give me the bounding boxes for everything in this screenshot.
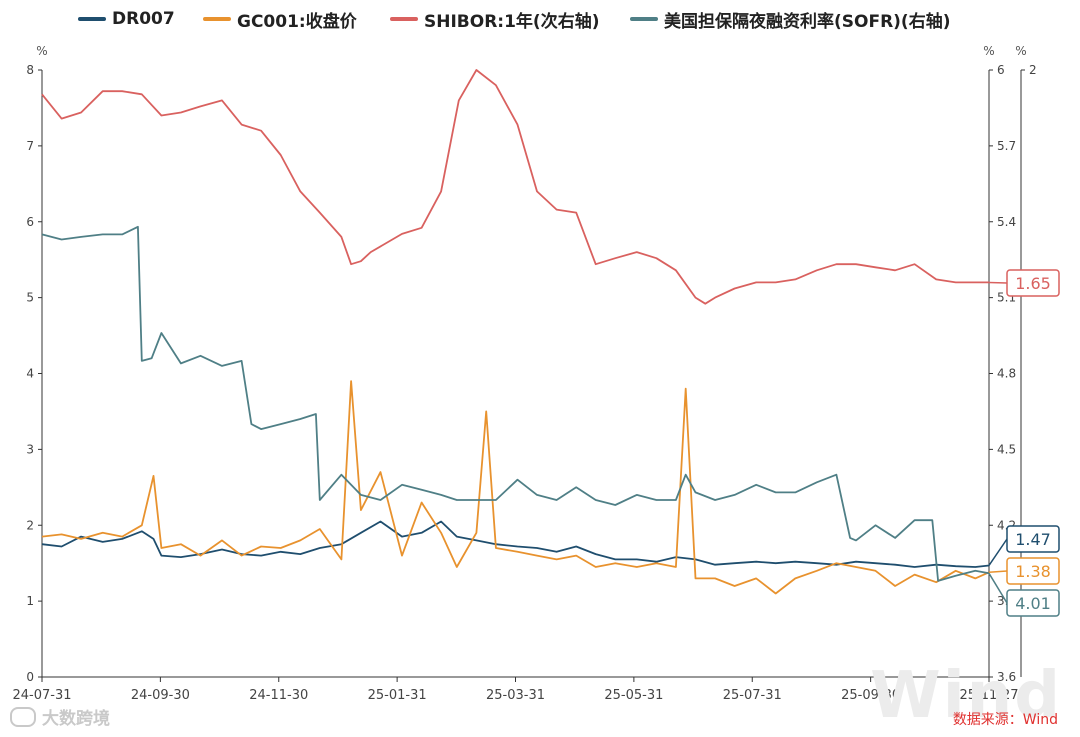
- x-tick-label: 25-01-31: [368, 688, 427, 703]
- x-tick-label: 24-09-30: [131, 688, 190, 703]
- series-line-3: [41, 225, 990, 582]
- legend-item: DR007: [78, 6, 175, 32]
- second-right-tick-label: 2: [1029, 63, 1037, 77]
- x-tick-label: 25-07-31: [723, 688, 782, 703]
- left-tick-label: 1: [26, 594, 34, 608]
- value-callout-leader: [988, 281, 1008, 284]
- right-tick-label: 5.4: [997, 215, 1016, 229]
- value-callout-label: 4.01: [1015, 594, 1051, 613]
- watermark-logo-icon: [10, 706, 36, 727]
- watermark-text: 大数跨境: [42, 709, 110, 729]
- x-tick-label: 25-09-30: [841, 688, 900, 703]
- left-unit-label: %: [36, 44, 47, 58]
- series-line-2: [41, 69, 989, 305]
- value-callout-box: [1006, 525, 1060, 553]
- x-tick-label: 25-05-31: [604, 688, 663, 703]
- left-tick-label: 3: [26, 442, 34, 456]
- value-callout-leader: [988, 570, 1008, 574]
- second-right-unit-label: %: [1015, 44, 1026, 58]
- x-tick-label: 25-11-27: [959, 688, 1018, 703]
- chart-legend: DR007 GC001:收盘价 SHIBOR:1年(次右轴) 美国担保隔夜融资利率(S…: [0, 6, 1080, 32]
- right-tick-label: 3.6: [997, 670, 1016, 684]
- left-tick-label: 7: [26, 139, 34, 153]
- legend-item: GC001:收盘价: [203, 6, 357, 32]
- right-unit-label: %: [983, 44, 994, 58]
- value-callout-label: 1.65: [1015, 274, 1051, 293]
- legend-swatch: [630, 17, 658, 21]
- right-tick-label: 4.5: [997, 442, 1016, 456]
- right-tick-label: 4.8: [997, 367, 1016, 381]
- left-tick-label: 8: [26, 63, 34, 77]
- x-tick-label: 24-07-31: [12, 688, 71, 703]
- x-tick-label: 24-11-30: [249, 688, 308, 703]
- value-callout-box: [1006, 589, 1060, 617]
- value-callout-leader: [988, 572, 1008, 604]
- right-tick-label: 6: [997, 63, 1005, 77]
- left-tick-label: 5: [26, 291, 34, 305]
- series-line-1: [41, 380, 990, 595]
- legend-label: GC001:收盘价: [237, 11, 357, 32]
- legend-label: 美国担保隔夜融资利率(SOFR)(右轴): [664, 11, 951, 32]
- legend-item: 美国担保隔夜融资利率(SOFR)(右轴): [630, 6, 950, 32]
- left-tick-label: 4: [26, 367, 34, 381]
- left-tick-label: 0: [26, 670, 34, 684]
- x-tick-label: 25-03-31: [486, 688, 545, 703]
- series-line-0: [41, 520, 990, 568]
- value-callout-label: 1.38: [1015, 562, 1051, 581]
- legend-swatch: [203, 17, 231, 21]
- legend-item: SHIBOR:1年(次右轴): [390, 6, 599, 32]
- legend-label: DR007: [112, 9, 175, 29]
- legend-swatch: [78, 17, 106, 21]
- legend-label: SHIBOR:1年(次右轴): [424, 11, 600, 32]
- value-callout-leader: [988, 538, 1008, 566]
- data-source: 数据来源：Wind: [952, 712, 1058, 728]
- right-tick-label: 5.7: [997, 139, 1016, 153]
- value-callout-box: [1006, 557, 1060, 585]
- legend-swatch: [390, 17, 418, 21]
- site-watermark: 大数跨境: [10, 704, 110, 729]
- left-tick-label: 2: [26, 518, 34, 532]
- value-callout-box: [1006, 269, 1060, 297]
- wind-brand-watermark: Wind: [870, 659, 1062, 733]
- value-callout-label: 1.47: [1015, 530, 1051, 549]
- left-tick-label: 6: [26, 215, 34, 229]
